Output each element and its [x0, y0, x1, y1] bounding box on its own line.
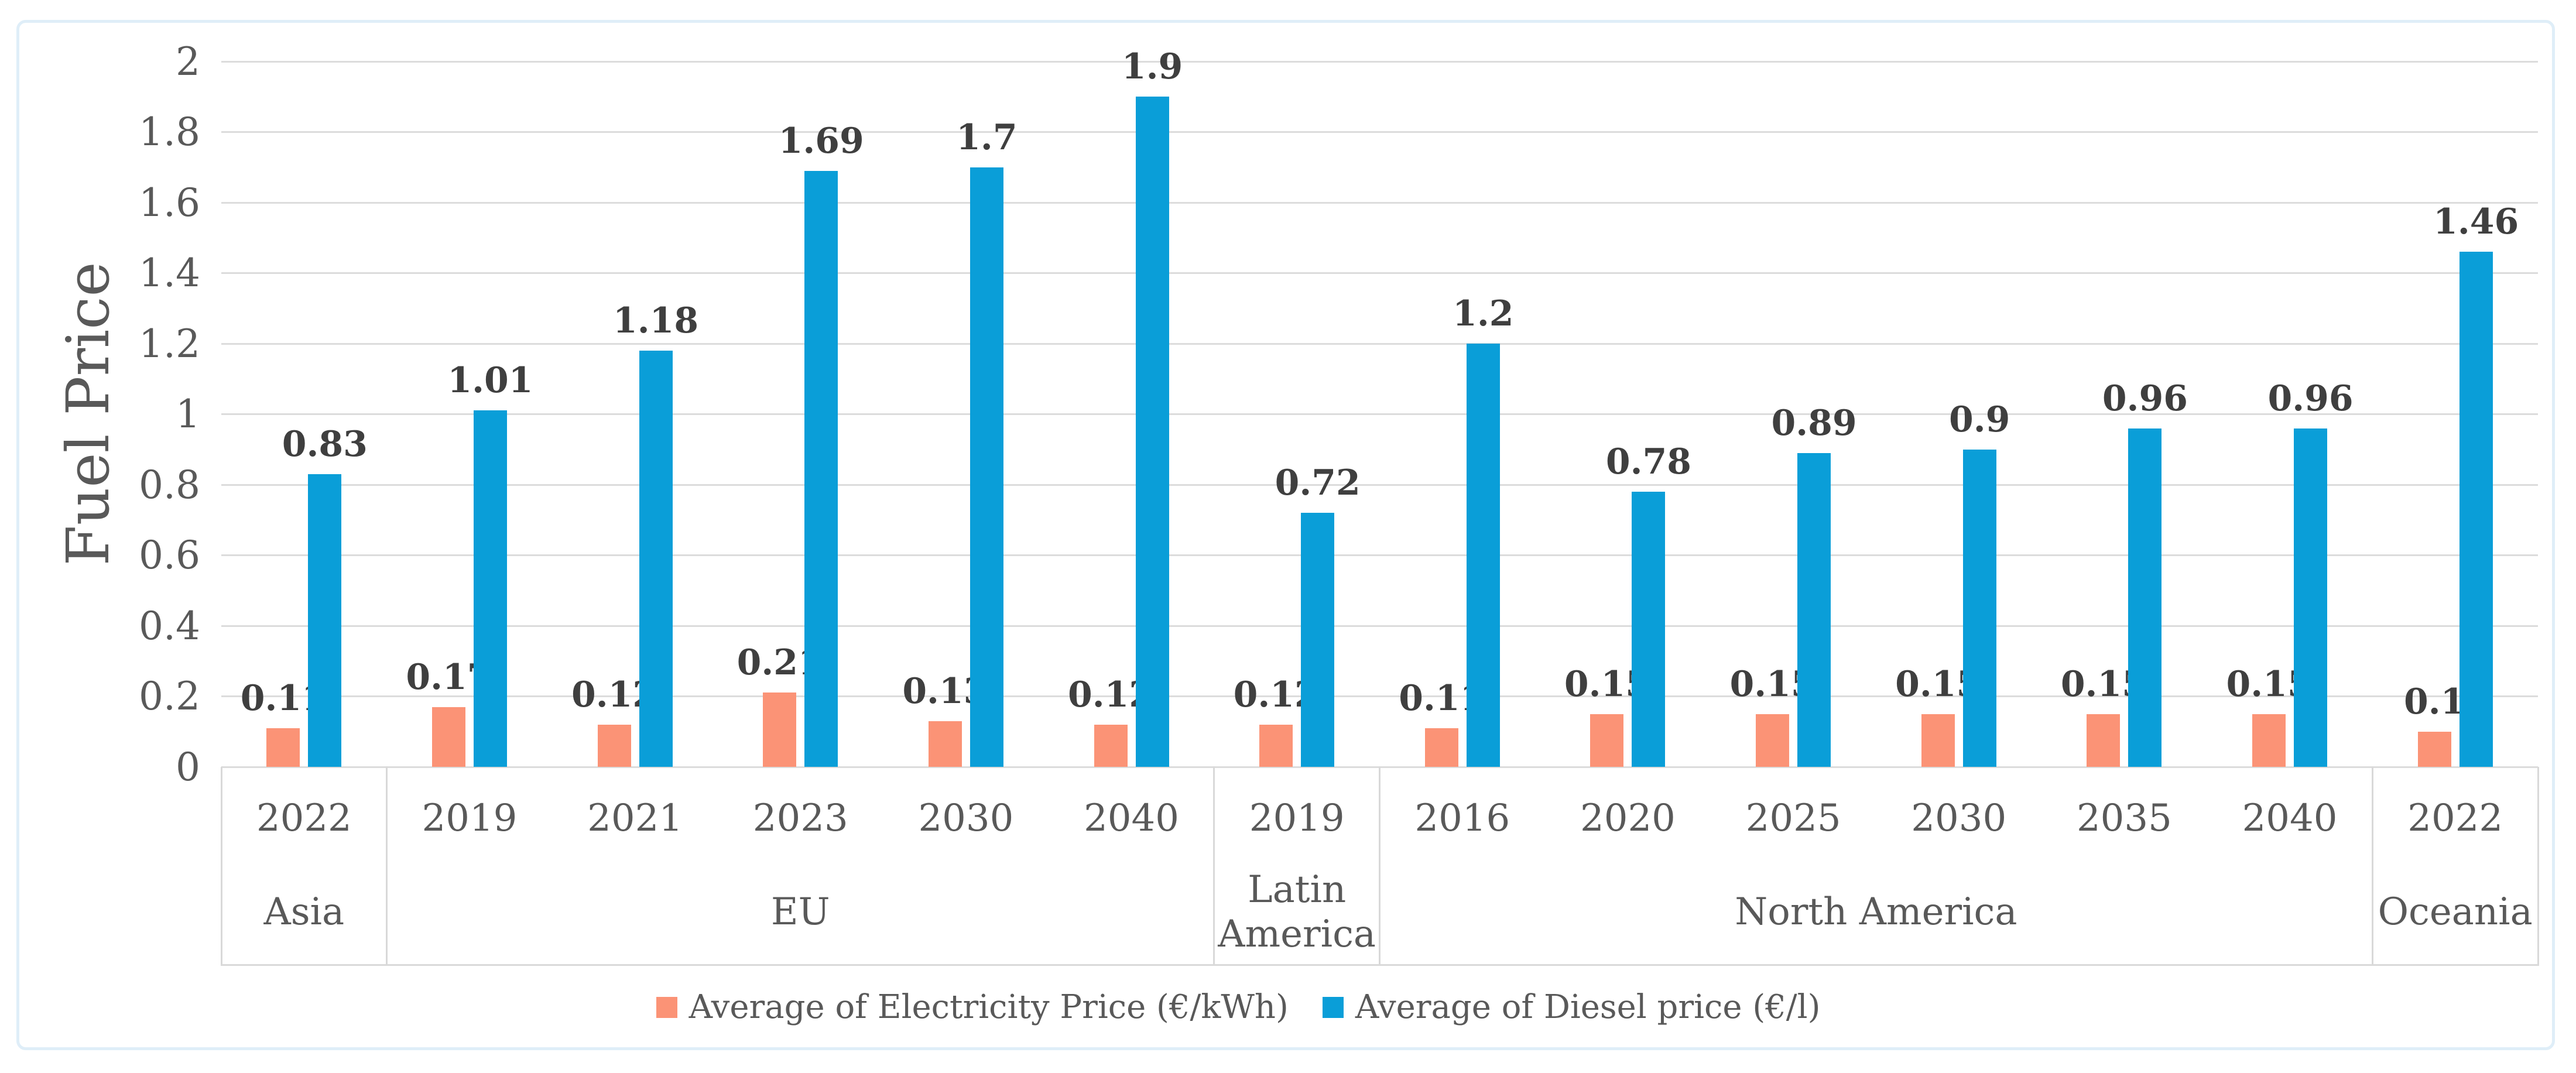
y-tick-label: 0.8 [139, 462, 200, 508]
legend-swatch-electricity [656, 996, 677, 1018]
x-axis-region-label: Latin America [1218, 868, 1376, 956]
bar-diesel [1301, 513, 1335, 767]
bar-electricity [1259, 724, 1293, 767]
legend-label: Average of Diesel price (€/l) [1355, 988, 1821, 1026]
bar-diesel [308, 474, 342, 767]
bar-label-diesel: 1.69 [778, 120, 864, 162]
bar-label-diesel: 0.96 [2267, 378, 2354, 419]
bar-label-diesel: 0.78 [1605, 441, 1692, 483]
gridline [221, 342, 2538, 345]
bar-diesel [1797, 452, 1831, 767]
bar-diesel [473, 410, 507, 767]
x-axis-year-label: 2019 [422, 797, 518, 840]
bar-diesel [804, 170, 838, 767]
x-axis-year-label: 2023 [752, 797, 848, 840]
table-bottom-border [221, 964, 2538, 966]
x-axis-year-label: 2021 [587, 797, 683, 840]
y-tick-label: 0.6 [139, 533, 200, 578]
legend-item: Average of Diesel price (€/l) [1322, 988, 1821, 1026]
legend-label: Average of Electricity Price (€/kWh) [688, 988, 1289, 1026]
x-axis-year-label: 2016 [1414, 797, 1510, 840]
bar-electricity [2252, 714, 2286, 767]
table-group-separator [2371, 767, 2373, 966]
x-axis-year-label: 2019 [1249, 797, 1345, 840]
x-axis-region-label: North America [1735, 890, 2017, 934]
gridline [221, 484, 2538, 486]
bar-diesel [1632, 492, 1666, 767]
bar-electricity [1424, 728, 1458, 767]
bar-diesel [2294, 428, 2328, 767]
x-axis-year-label: 2030 [1911, 797, 2007, 840]
bar-label-diesel: 1.01 [447, 360, 533, 402]
bar-electricity [1094, 724, 1128, 767]
bar-electricity [1756, 714, 1790, 767]
table-group-separator [386, 767, 388, 966]
gridline [221, 60, 2538, 63]
gridline [221, 625, 2538, 627]
y-tick-label: 1.6 [139, 180, 200, 225]
bar-electricity [597, 724, 631, 767]
table-group-separator [220, 767, 222, 966]
x-axis-year-label: 2035 [2076, 797, 2172, 840]
bar-electricity [1921, 714, 1955, 767]
x-axis-region-label: Asia [263, 890, 345, 934]
y-tick-label: 1.8 [139, 109, 200, 155]
bar-electricity [431, 707, 465, 767]
bar-label-diesel: 1.18 [613, 300, 699, 342]
gridline [221, 131, 2538, 133]
bar-label-diesel: 1.9 [1121, 46, 1183, 88]
y-tick-label: 0.4 [139, 603, 200, 649]
table-group-separator [1213, 767, 1215, 966]
bar-electricity [928, 721, 962, 767]
bar-diesel [1466, 344, 1500, 767]
legend-swatch-diesel [1322, 996, 1344, 1018]
x-axis-region-label: EU [770, 890, 830, 934]
bar-label-diesel: 1.46 [2433, 201, 2519, 243]
bar-label-diesel: 0.83 [282, 423, 368, 465]
gridline [221, 554, 2538, 556]
bar-diesel [1962, 449, 1996, 767]
y-tick-label: 0 [176, 744, 200, 790]
table-group-separator [2537, 767, 2539, 966]
bar-electricity [2087, 714, 2121, 767]
x-axis-region-label: Oceania [2378, 890, 2533, 934]
legend-item: Average of Electricity Price (€/kWh) [656, 988, 1289, 1026]
bar-diesel [2128, 428, 2162, 767]
y-tick-label: 0.2 [139, 674, 200, 719]
bar-electricity [1590, 714, 1624, 767]
gridline [221, 695, 2538, 697]
x-axis-year-label: 2020 [1580, 797, 1676, 840]
bar-label-diesel: 1.7 [956, 116, 1018, 158]
y-tick-label: 1 [176, 392, 200, 437]
x-axis-year-label: 2040 [2242, 797, 2338, 840]
bar-label-diesel: 0.89 [1771, 402, 1857, 444]
bar-label-diesel: 1.2 [1453, 293, 1514, 334]
bar-label-diesel: 0.9 [1949, 399, 2010, 440]
legend: Average of Electricity Price (€/kWh) Aver… [0, 988, 2526, 1026]
bar-label-electricity: 0.1 [2403, 681, 2465, 722]
bar-diesel [2459, 252, 2493, 767]
bar-electricity [266, 728, 300, 767]
y-tick-label: 1.2 [139, 321, 200, 366]
y-tick-label: 1.4 [139, 251, 200, 296]
bar-label-diesel: 0.72 [1275, 462, 1361, 504]
bar-diesel [1135, 97, 1169, 767]
x-axis-year-label: 2022 [2407, 797, 2503, 840]
x-axis-year-label: 2022 [256, 797, 352, 840]
bar-diesel [639, 351, 673, 767]
bar-label-diesel: 0.96 [2102, 378, 2188, 419]
gridline [221, 413, 2538, 415]
y-tick-label: 2 [176, 39, 200, 84]
gridline [221, 272, 2538, 274]
bar-diesel [970, 167, 1003, 767]
x-axis-year-label: 2025 [1745, 797, 1841, 840]
gridline [221, 201, 2538, 204]
x-axis-year-label: 2030 [918, 797, 1014, 840]
table-group-separator [1379, 767, 1381, 966]
x-axis-year-label: 2040 [1084, 797, 1179, 840]
bar-electricity [763, 693, 797, 767]
bar-electricity [2417, 731, 2451, 767]
